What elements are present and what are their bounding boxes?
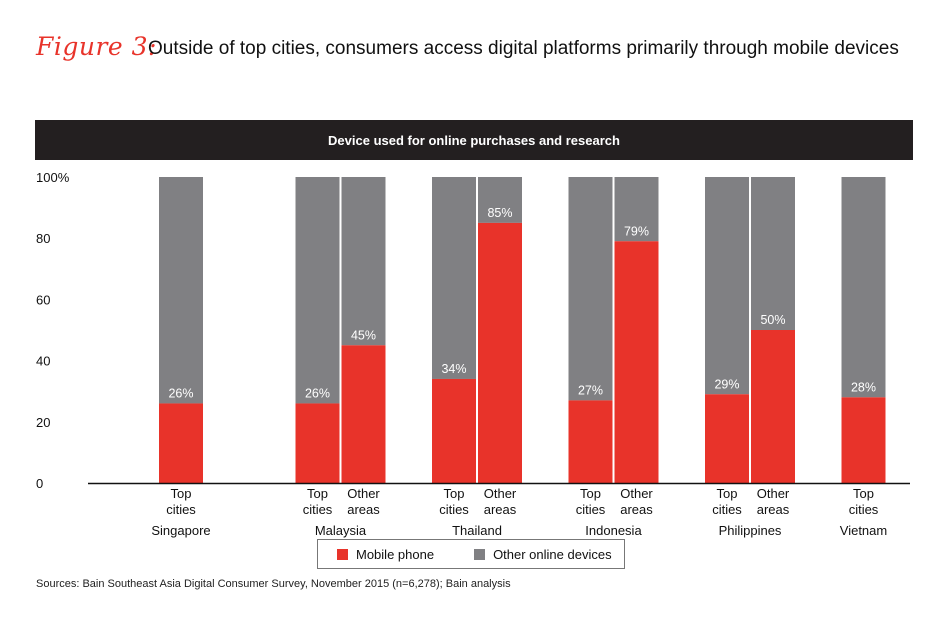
bar-segment-mobile xyxy=(841,397,886,483)
bar-segment-mobile xyxy=(478,222,522,483)
country-label: Malaysia xyxy=(315,523,367,538)
bar-segment-other xyxy=(478,177,522,223)
legend-swatch-other xyxy=(474,548,486,560)
y-tick-label: 80 xyxy=(36,231,50,246)
bar-label: areas xyxy=(484,502,517,517)
bar-segment-mobile xyxy=(705,394,749,483)
bar-segment-other xyxy=(159,177,203,404)
bar-label: areas xyxy=(347,502,380,517)
bar-segment-other xyxy=(432,177,476,379)
bar-label: Top xyxy=(307,486,328,501)
bar-label: Top xyxy=(580,486,601,501)
bar-segment-mobile xyxy=(432,378,476,483)
bar-label: Other xyxy=(620,486,653,501)
country-label: Philippines xyxy=(719,523,782,538)
legend-label-mobile: Mobile phone xyxy=(356,546,435,562)
bar-label: cities xyxy=(166,502,196,517)
country-label: Thailand xyxy=(452,523,502,538)
bar-label: areas xyxy=(757,502,790,517)
bar-segment-mobile xyxy=(614,241,659,483)
data-label: 26% xyxy=(305,386,330,400)
bar-segment-other xyxy=(705,177,749,395)
y-tick-label: 60 xyxy=(36,292,50,307)
bar-label: areas xyxy=(620,502,653,517)
bar-segment-mobile xyxy=(295,403,340,483)
figure-title: Outside of top cities, consumers access … xyxy=(148,38,899,59)
y-tick-label: 0 xyxy=(36,476,43,491)
figure-label: Figure 3: xyxy=(36,32,157,61)
bar-label: Top xyxy=(171,486,192,501)
bar-chart: 020406080100%26%TopcitiesSingapore26%Top… xyxy=(36,170,910,538)
y-tick-label: 100% xyxy=(36,170,70,185)
legend-label-other: Other online devices xyxy=(493,546,612,562)
data-label: 27% xyxy=(578,383,603,397)
source-note: Sources: Bain Southeast Asia Digital Con… xyxy=(36,578,511,590)
y-tick-label: 40 xyxy=(36,354,50,369)
data-label: 45% xyxy=(351,328,376,342)
chart-title-banner: Device used for online purchases and res… xyxy=(35,120,913,160)
y-tick-label: 20 xyxy=(36,415,50,430)
bar-label: Top xyxy=(853,486,874,501)
data-label: 34% xyxy=(441,362,466,376)
country-label: Vietnam xyxy=(840,523,887,538)
bar-segment-other xyxy=(614,177,659,242)
country-label: Singapore xyxy=(151,523,210,538)
data-label: 50% xyxy=(760,313,785,327)
bar-segment-other xyxy=(751,177,795,330)
bar-label: Top xyxy=(444,486,465,501)
bar-segment-other xyxy=(341,177,386,346)
data-label: 26% xyxy=(168,386,193,400)
country-label: Indonesia xyxy=(585,523,642,538)
bar-label: Other xyxy=(484,486,517,501)
data-label: 29% xyxy=(714,377,739,391)
bar-segment-mobile xyxy=(341,345,386,483)
data-label: 79% xyxy=(624,224,649,238)
bar-segment-other xyxy=(568,177,613,401)
bar-segment-mobile xyxy=(159,403,203,483)
legend-swatch-mobile xyxy=(337,548,348,560)
bar-segment-other xyxy=(841,177,886,398)
bar-label: cities xyxy=(849,502,879,517)
bar-segment-other xyxy=(295,177,340,404)
data-label: 85% xyxy=(487,206,512,220)
bar-label: cities xyxy=(576,502,606,517)
bar-label: Top xyxy=(717,486,738,501)
legend-item-other: Other online devices xyxy=(474,547,612,562)
bar-label: cities xyxy=(303,502,333,517)
bar-label: cities xyxy=(439,502,469,517)
bar-label: Other xyxy=(347,486,380,501)
bar-label: Other xyxy=(757,486,790,501)
bar-segment-mobile xyxy=(751,330,795,483)
chart-legend: Mobile phone Other online devices xyxy=(317,539,625,569)
data-label: 28% xyxy=(851,380,876,394)
bar-label: cities xyxy=(712,502,742,517)
bar-segment-mobile xyxy=(568,400,613,483)
legend-item-mobile: Mobile phone xyxy=(337,547,434,562)
